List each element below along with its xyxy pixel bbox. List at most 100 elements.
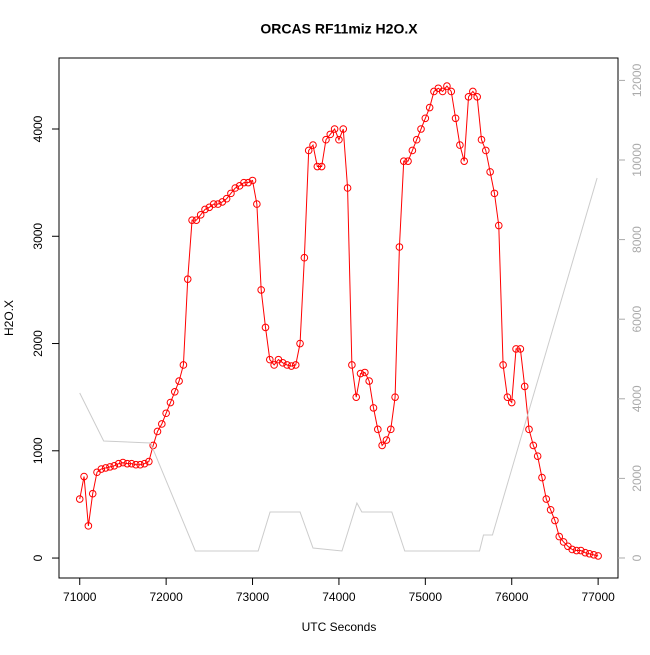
point (231, 184, 240, 192)
point (386, 425, 395, 434)
point (507, 398, 516, 407)
point (404, 157, 412, 165)
point (270, 361, 278, 369)
point (425, 103, 434, 112)
point (499, 361, 507, 369)
chart-title: ORCAS RF11miz H2O.X (260, 21, 418, 37)
point (555, 532, 564, 541)
point (106, 463, 114, 471)
point (339, 125, 348, 133)
point (97, 465, 106, 473)
x-tick-label: 72000 (149, 590, 183, 604)
y2-tick-label: 4000 (630, 385, 644, 412)
point (490, 189, 499, 198)
point (447, 87, 456, 96)
point (456, 141, 464, 149)
point (494, 221, 503, 230)
x-tick-label: 73000 (236, 590, 270, 604)
point (140, 459, 149, 468)
point (577, 546, 585, 555)
point (412, 135, 421, 144)
point (538, 473, 546, 482)
point (438, 87, 447, 96)
point (378, 441, 386, 450)
point (201, 205, 209, 214)
point (356, 369, 365, 378)
y2-tick-label: 0 (630, 554, 644, 561)
point (110, 462, 119, 470)
point (590, 551, 598, 559)
point (408, 146, 417, 155)
point (84, 522, 93, 530)
point (296, 339, 304, 348)
point (512, 345, 520, 353)
point (145, 457, 153, 466)
point (123, 459, 132, 468)
point (287, 362, 296, 370)
point (170, 387, 179, 396)
point (361, 368, 369, 377)
point (132, 460, 140, 469)
point (581, 548, 589, 557)
point (248, 176, 257, 185)
point (330, 125, 339, 133)
point (469, 87, 477, 96)
x-tick-label: 74000 (322, 590, 356, 604)
y-tick-label: 1000 (31, 437, 45, 464)
y2-tick-label: 6000 (630, 306, 644, 333)
point (175, 377, 183, 385)
point (572, 546, 581, 555)
point (546, 505, 555, 514)
point (399, 157, 408, 165)
y2-tick-label: 2000 (630, 465, 644, 492)
point (227, 189, 235, 198)
point (482, 146, 490, 155)
point (127, 459, 136, 468)
x-tick-label: 71000 (63, 590, 97, 604)
point (520, 382, 529, 391)
x-tick-label: 75000 (409, 590, 443, 604)
point (421, 114, 430, 123)
point (75, 495, 84, 503)
series-line (79, 85, 599, 557)
x-tick-label: 77000 (581, 590, 615, 604)
point (486, 168, 494, 176)
y-tick-label: 3000 (31, 223, 45, 250)
y-tick-label: 2000 (31, 330, 45, 357)
point (119, 458, 127, 467)
point (261, 323, 270, 332)
point (460, 157, 469, 165)
point (343, 184, 352, 192)
point (266, 355, 274, 364)
point (101, 464, 110, 472)
point (309, 141, 317, 149)
point (551, 516, 559, 525)
point (257, 286, 265, 294)
point (369, 404, 378, 412)
point (335, 135, 343, 144)
point (192, 216, 201, 224)
point (322, 135, 330, 144)
point (291, 361, 300, 369)
point (464, 93, 473, 101)
point (304, 146, 313, 155)
point (382, 436, 391, 444)
point (300, 253, 309, 262)
point (542, 495, 551, 503)
point (80, 472, 88, 481)
point (88, 489, 97, 498)
point (352, 393, 361, 401)
point (240, 178, 248, 187)
point (568, 545, 577, 554)
point (374, 425, 382, 434)
point (283, 361, 291, 369)
point (188, 216, 196, 224)
point (317, 162, 326, 171)
point (451, 114, 460, 123)
point (443, 82, 451, 90)
point (253, 200, 261, 208)
point (417, 125, 425, 133)
point (585, 549, 594, 558)
point (313, 162, 322, 171)
